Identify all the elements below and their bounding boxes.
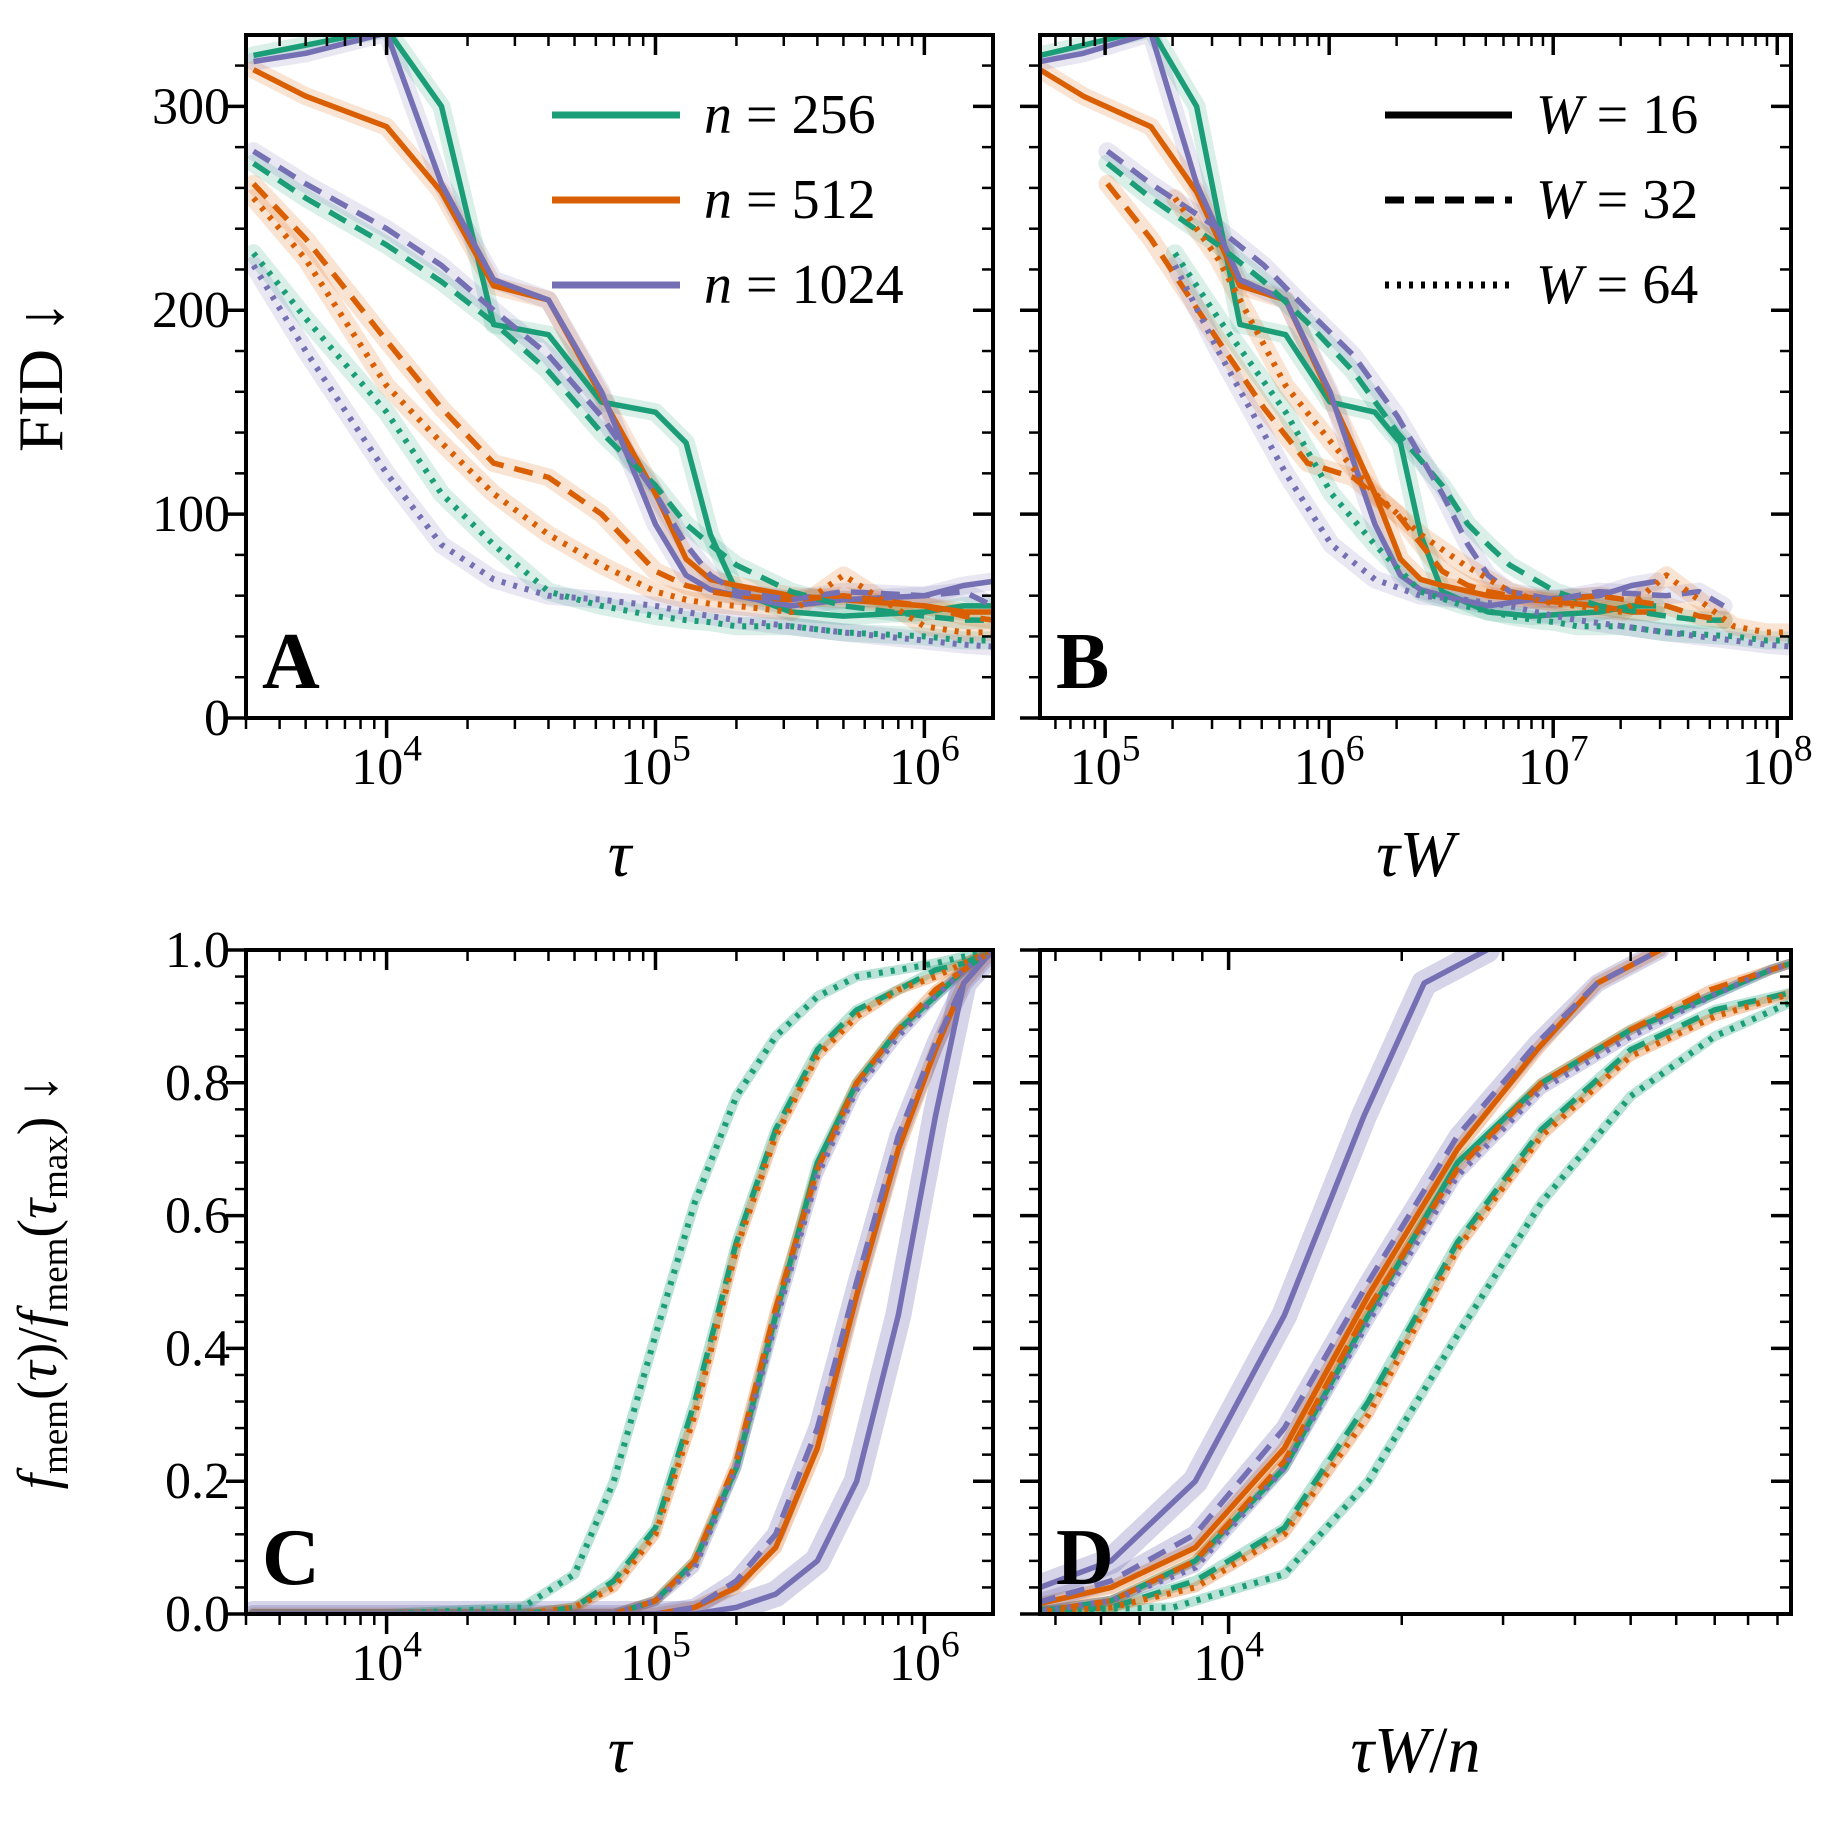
panel-D-xlabel: τW/n bbox=[1351, 1714, 1481, 1787]
series-n1024_w16-band bbox=[1040, 950, 1500, 1602]
panel-C-ylabel: fmem(τ)/fmem(τmax) ↓ bbox=[7, 1075, 75, 1490]
x-tick-label: 108 bbox=[1742, 729, 1813, 796]
series-n512_w16-line bbox=[1040, 950, 1662, 1607]
x-tick-label: 106 bbox=[889, 1625, 960, 1692]
series-n1024_w64-line bbox=[1040, 960, 1791, 1614]
legend-label: W = 64 bbox=[1536, 254, 1698, 316]
series-n256_w32-band bbox=[1040, 987, 1791, 1614]
x-tick-label: 104 bbox=[1193, 1625, 1264, 1692]
series-n256_w16-line bbox=[1040, 960, 1791, 1614]
y-tick-label: 100 bbox=[152, 486, 230, 543]
series-n512_w64-band bbox=[1040, 988, 1791, 1614]
series-n512_w32-line bbox=[1040, 960, 1791, 1614]
y-tick-label: 300 bbox=[152, 78, 230, 135]
series-n512_w64-line bbox=[251, 196, 993, 636]
y-tick-label: 200 bbox=[152, 282, 230, 339]
series-n512_w32-line bbox=[253, 950, 993, 1614]
legend-label: n = 1024 bbox=[704, 254, 904, 316]
panel-A: 104 105 106 0 100 200 300 τ FID ↓ An = 256 n = 512… bbox=[5, 33, 995, 891]
legend-A: n = 256 n = 512 n = 1024 bbox=[552, 84, 904, 316]
y-tick-label: 1.0 bbox=[165, 922, 230, 979]
y-tick-label: 0.4 bbox=[165, 1320, 230, 1377]
series-n512_w16-line bbox=[1040, 67, 1657, 615]
panel-C-plot-area bbox=[246, 950, 993, 1614]
panel-B-spines bbox=[1038, 33, 1793, 720]
panel-A-spines bbox=[244, 33, 995, 720]
x-tick-label: 106 bbox=[889, 729, 960, 796]
x-tick-label: 106 bbox=[1294, 729, 1365, 796]
legend-label: W = 32 bbox=[1536, 169, 1698, 231]
panel-D-ticks bbox=[1020, 948, 1791, 1634]
legend-label: n = 512 bbox=[704, 169, 876, 231]
series-n256_w64-line bbox=[253, 950, 993, 1614]
panel-C-xlabel: τ bbox=[608, 1714, 634, 1787]
y-tick-label: 0.6 bbox=[165, 1188, 230, 1245]
x-tick-label: 105 bbox=[620, 729, 691, 796]
series-n256_w16-line bbox=[253, 950, 993, 1614]
panel-D: 104 τW/n D bbox=[1020, 948, 1793, 1787]
legend-label: W = 16 bbox=[1536, 84, 1698, 146]
x-tick-label: 104 bbox=[351, 1625, 422, 1692]
x-tick-label: 105 bbox=[1070, 729, 1141, 796]
series-n256_w32-line bbox=[251, 161, 993, 623]
y-tick-label: 0.0 bbox=[165, 1586, 230, 1643]
panel-A-plot-area bbox=[246, 35, 993, 656]
panel-letter-A: A bbox=[262, 618, 320, 706]
series-n1024_w64-line bbox=[1172, 264, 1791, 650]
series-n256_w16-line bbox=[252, 35, 993, 619]
panel-C-ticks bbox=[226, 948, 993, 1634]
panel-B-ticks bbox=[1020, 35, 1791, 738]
panel-A-ticks bbox=[226, 35, 993, 738]
panel-B-plot-area bbox=[1040, 35, 1791, 656]
x-tick-label: 105 bbox=[620, 1625, 691, 1692]
panel-D-spines bbox=[1038, 948, 1793, 1616]
panel-D-plot-area bbox=[1040, 950, 1791, 1614]
series-n256_w32-line bbox=[1040, 989, 1791, 1614]
series-n512_w64-line bbox=[253, 950, 993, 1614]
legend-label: n = 256 bbox=[704, 84, 876, 146]
panel-letter-D: D bbox=[1056, 1514, 1114, 1602]
panel-A-ylabel: FID ↓ bbox=[5, 301, 76, 452]
series-n512_w32-line bbox=[251, 181, 993, 623]
panel-B: 105 106 107 108 τW B W = 16 W = 32 W = 64 bbox=[1020, 33, 1813, 891]
series-n1024_w32-line bbox=[1105, 148, 1725, 609]
series-n256_w64-line bbox=[251, 251, 993, 644]
legend-B: W = 16 W = 32 W = 64 bbox=[1385, 84, 1698, 316]
panel-B-xlabel: τW bbox=[1376, 818, 1460, 891]
series-n512_w64-line bbox=[1172, 196, 1791, 636]
panel-A-xlabel: τ bbox=[608, 818, 634, 891]
series-n1024_w16-line bbox=[1040, 950, 1489, 1591]
panel-C-spines bbox=[244, 948, 995, 1616]
series-n1024_w64-line bbox=[250, 263, 993, 650]
y-tick-label: 0 bbox=[204, 690, 230, 747]
series-n256_w32-line bbox=[1105, 161, 1724, 623]
y-tick-label: 0.8 bbox=[165, 1055, 230, 1112]
series-n512_w32-band bbox=[1098, 174, 1733, 630]
x-tick-label: 104 bbox=[351, 729, 422, 796]
x-tick-label: 107 bbox=[1518, 729, 1589, 796]
series-n256_w64-line bbox=[1172, 251, 1791, 644]
series-n512_w16-line bbox=[253, 950, 993, 1614]
series-n512_w16-line bbox=[252, 67, 993, 615]
panel-letter-C: C bbox=[262, 1514, 320, 1602]
panel-letter-B: B bbox=[1056, 618, 1109, 706]
series-n256_w16-line bbox=[1040, 35, 1657, 619]
series-n1024_w32-line bbox=[1040, 950, 1662, 1605]
series-n512_w32-line bbox=[1105, 182, 1725, 623]
series-n1024_w32-line bbox=[253, 950, 993, 1614]
panel-C: 104 105 106 0.0 0.2 0.4 0.6 0.8 1.0 τ fmem(τ)/fmem… bbox=[7, 922, 995, 1787]
series-n1024_w32-line bbox=[252, 148, 993, 609]
y-tick-label: 0.2 bbox=[165, 1453, 230, 1510]
series-n256_w64-line bbox=[1040, 998, 1791, 1614]
series-n1024_w16-line bbox=[253, 950, 993, 1614]
